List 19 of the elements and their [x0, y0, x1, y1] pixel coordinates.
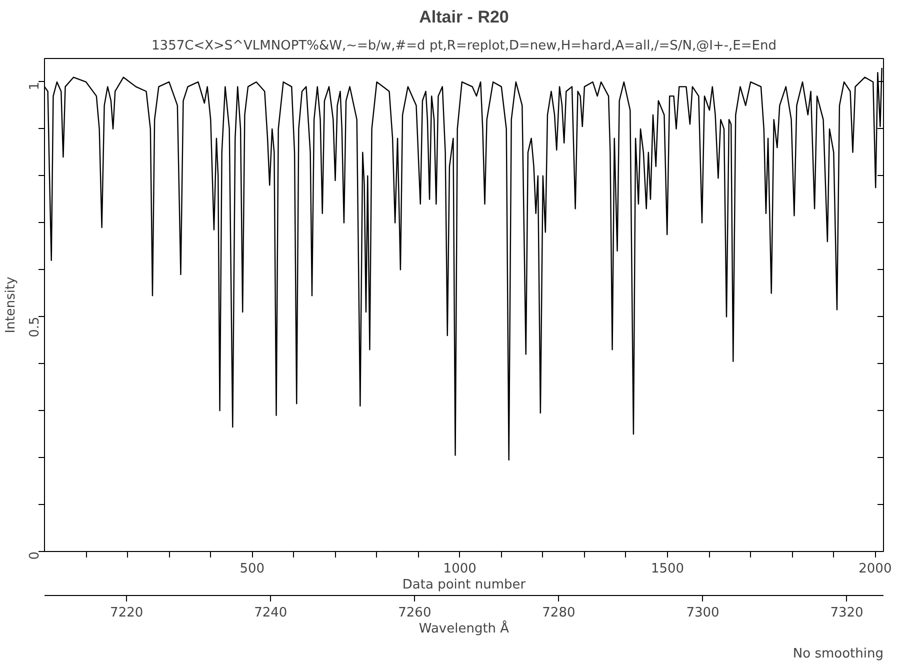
text: No smoothing: [792, 646, 884, 662]
x-tick-label: 1000: [443, 562, 476, 576]
x-tick-label: 2000: [858, 562, 892, 576]
x2-tick-label: 7300: [686, 606, 720, 620]
x2-tick-label: 7280: [542, 606, 576, 620]
y-tick-label: 0: [28, 551, 42, 560]
x2-tick-label: 7240: [254, 606, 288, 620]
chart-subtitle: 1357C<X>S^VLMNOPT%&W,~=b/w,#=d pt,R=replot,D=new,H=hard,A=all,/=S/N,@I+-,E=End: [152, 38, 776, 54]
y-axis-title: Intensity: [4, 276, 18, 334]
y-tick-label: 1: [28, 82, 42, 90]
y-tick-label: 0.5: [28, 316, 42, 338]
x2-tick-label: 7260: [398, 606, 432, 620]
x2-axis-title: Wavelength Å: [418, 620, 510, 636]
x2-tick-label: 7320: [830, 606, 864, 620]
x-tick-label: 500: [240, 562, 265, 576]
x-axis-title: Data point number: [402, 578, 526, 592]
chart-title: Altair - R20: [419, 8, 509, 26]
x2-tick-label: 7220: [110, 606, 144, 620]
x-tick-label: 1500: [650, 562, 684, 576]
